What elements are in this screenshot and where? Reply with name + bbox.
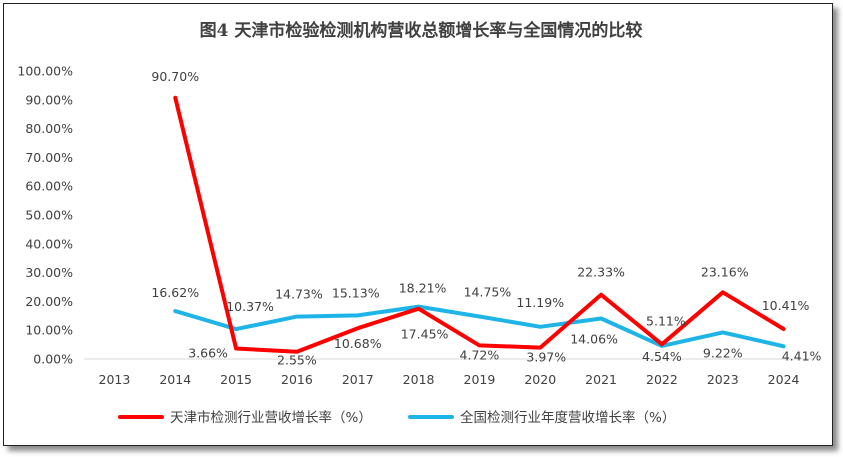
y-axis: 0.00% 10.00% 20.00% 30.00% 40.00% 50.00% 60.00… [17,64,73,367]
x-tick-label: 2017 [342,372,374,387]
y-tick-label: 40.00% [25,236,73,251]
x-tick-label: 2020 [524,372,556,387]
data-label-national: 18.21% [399,281,447,296]
data-label-tianjin: 5.11% [646,313,686,328]
data-label-tianjin: 4.72% [460,347,500,362]
data-label-tianjin: 10.68% [334,336,382,351]
y-tick-label: 10.00% [25,323,73,338]
x-tick-label: 2024 [768,372,800,387]
y-tick-label: 20.00% [25,294,73,309]
data-label-national: 16.62% [151,285,199,300]
chart-title: 图4 天津市检验检测机构营收总额增长率与全国情况的比较 [200,20,643,41]
x-tick-label: 2016 [281,372,313,387]
data-label-national: 15.13% [332,285,380,300]
data-label-national: 14.73% [275,287,323,302]
series-line-national [173,304,786,349]
y-tick-label: 70.00% [25,150,73,165]
data-label-national: 11.19% [516,295,564,310]
data-label-tianjin: 90.70% [151,69,199,84]
y-tick-label: 90.00% [25,92,73,107]
x-tick-label: 2022 [646,372,678,387]
x-tick-label: 2014 [159,372,191,387]
data-label-tianjin: 22.33% [577,265,625,280]
chart-frame [3,3,833,446]
legend: 天津市检测行业营收增长率（%） 全国检测行业年度营收增长率（%） [118,409,675,426]
data-labels: 90.70% 3.66% 2.55% 10.68% 17.45% 4.72% 3.97% 22… [151,69,821,368]
data-label-tianjin: 3.66% [188,345,228,360]
x-tick-label: 2013 [99,372,131,387]
data-label-national: 9.22% [703,345,743,360]
x-tick-label: 2019 [464,372,496,387]
data-label-tianjin: 17.45% [401,327,449,342]
y-tick-label: 60.00% [25,179,73,194]
series-layer [173,95,786,354]
x-axis: 2013 2014 2015 2016 2017 2018 2019 2020 2021 2022… [84,358,814,387]
y-tick-label: 30.00% [25,265,73,280]
y-tick-label: 50.00% [25,208,73,223]
data-label-national: 10.37% [226,299,274,314]
y-tick-label: 0.00% [33,352,73,367]
data-label-tianjin: 23.16% [701,264,749,279]
data-label-tianjin: 2.55% [277,353,317,368]
data-label-national: 4.41% [782,348,822,363]
x-tick-label: 2023 [707,372,739,387]
data-label-tianjin: 10.41% [762,298,810,313]
data-label-national: 4.54% [642,349,682,364]
y-tick-label: 80.00% [25,121,73,136]
x-tick-label: 2015 [220,372,252,387]
legend-item-tianjin-label: 天津市检测行业营收增长率（%） [170,409,372,426]
x-tick-label: 2018 [403,372,435,387]
data-label-national: 14.75% [464,285,512,300]
data-label-national: 14.06% [570,332,618,347]
series-line-tianjin [173,95,786,354]
y-tick-label: 100.00% [17,64,73,79]
legend-item-national-label: 全国检测行业年度营收增长率（%） [460,409,675,426]
x-tick-label: 2021 [585,372,617,387]
data-label-tianjin: 3.97% [526,350,566,365]
